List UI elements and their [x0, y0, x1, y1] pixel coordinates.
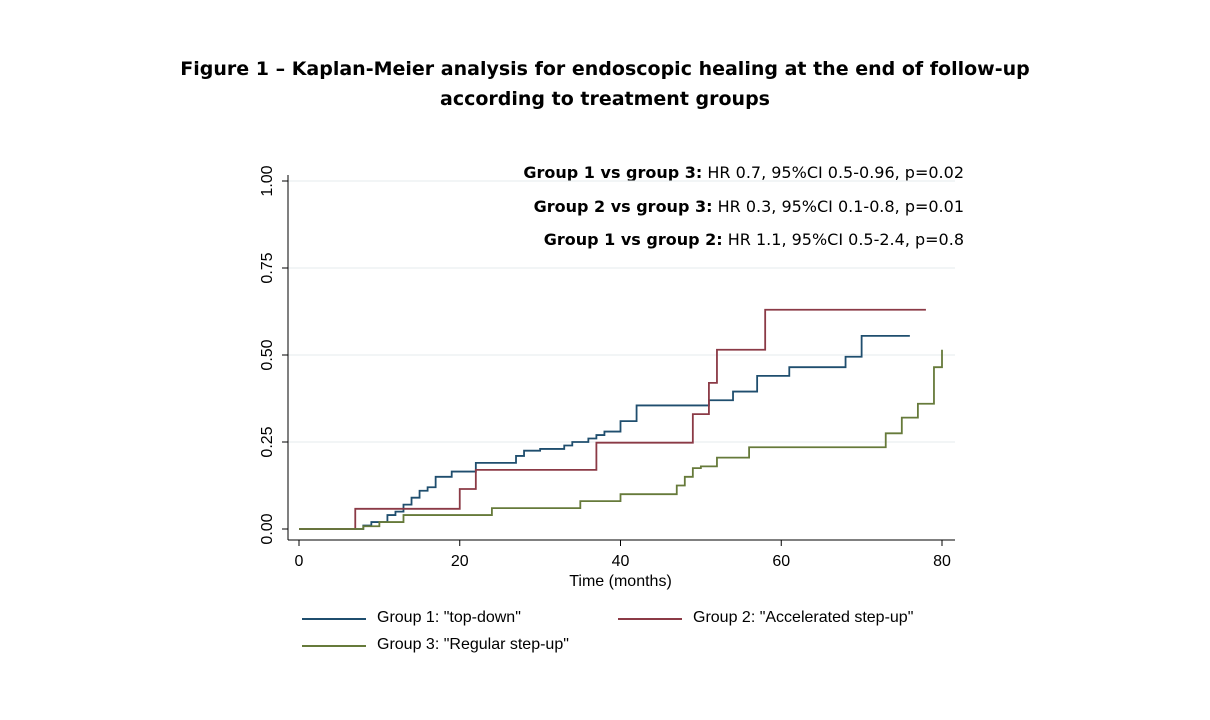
- y-tick-label-1: 0.25: [259, 426, 276, 457]
- figure-title-line-1: Figure 1 – Kaplan-Meier analysis for end…: [180, 58, 1030, 80]
- legend-line-group-1: [302, 618, 366, 620]
- stat-label-3: Group 1 vs group 2:: [543, 230, 723, 249]
- stat-line-2: Group 2 vs group 3: HR 0.3, 95%CI 0.1-0.…: [523, 190, 964, 224]
- legend-label-group-1: Group 1: "top-down": [377, 609, 521, 626]
- stat-text-3: HR 1.1, 95%CI 0.5-2.4, p=0.8: [722, 230, 964, 249]
- x-tick-label-2: 40: [612, 553, 630, 570]
- stat-label-1: Group 1 vs group 3:: [523, 163, 703, 182]
- hazard-ratio-annotations: Group 1 vs group 3: HR 0.7, 95%CI 0.5-0.…: [523, 156, 964, 257]
- y-tick-label-4: 1.00: [259, 165, 276, 196]
- x-axis-title: Time (months): [569, 573, 672, 590]
- x-tick-label-1: 20: [451, 553, 469, 570]
- y-tick-label-2: 0.50: [259, 339, 276, 370]
- legend-line-group-2: [618, 618, 682, 620]
- km-curve-group-3: [299, 349, 943, 530]
- stat-line-1: Group 1 vs group 3: HR 0.7, 95%CI 0.5-0.…: [523, 156, 964, 190]
- stat-text-2: HR 0.3, 95%CI 0.1-0.8, p=0.01: [712, 196, 964, 216]
- legend-line-group-3: [302, 645, 366, 647]
- x-tick-label-3: 60: [772, 553, 790, 570]
- legend-label-group-3: Group 3: "Regular step-up": [377, 636, 569, 653]
- figure-title-line-2: according to treatment groups: [440, 88, 770, 110]
- stat-line-3: Group 1 vs group 2: HR 1.1, 95%CI 0.5-2.…: [523, 223, 964, 257]
- x-tick-label-0: 0: [295, 553, 304, 570]
- stat-text-1: HR 0.7, 95%CI 0.5-0.96, p=0.02: [702, 163, 964, 182]
- legend-label-group-2: Group 2: "Accelerated step-up": [693, 609, 914, 626]
- y-tick-label-0: 0.00: [259, 513, 276, 544]
- km-curve-group-1: [299, 334, 910, 530]
- figure-title: Figure 1 – Kaplan-Meier analysis for end…: [0, 54, 1210, 114]
- km-curve-group-2: [299, 308, 926, 530]
- y-tick-label-3: 0.75: [259, 252, 276, 283]
- x-tick-label-4: 80: [933, 553, 951, 570]
- stat-label-2: Group 2 vs group 3:: [533, 196, 713, 216]
